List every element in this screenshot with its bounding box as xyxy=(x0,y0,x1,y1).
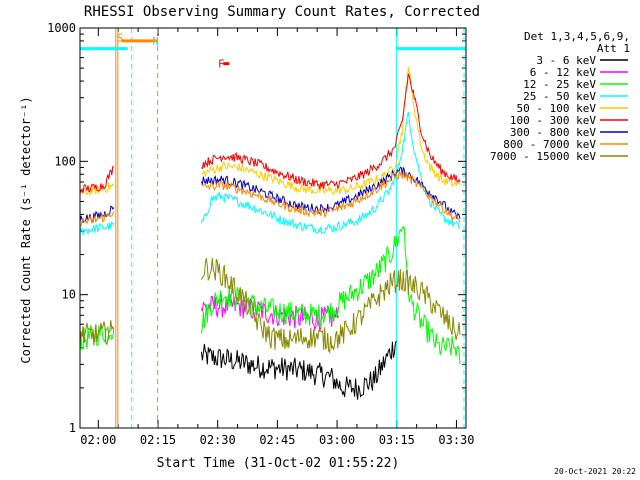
legend-header-line-2: Att 1 xyxy=(597,42,630,55)
legend-label: 50 - 100 keV xyxy=(517,102,597,115)
annotations: S N F xyxy=(116,31,224,70)
annotation-label: F xyxy=(218,58,225,71)
series-line xyxy=(200,293,340,333)
legend-label: 25 - 50 keV xyxy=(523,90,596,103)
legend-label: 7000 - 15000 keV xyxy=(490,150,596,163)
x-axis-label: Start Time (31-Oct-02 01:55:22) xyxy=(157,456,400,471)
legend-label: 100 - 300 keV xyxy=(510,114,596,127)
series-line xyxy=(200,258,461,354)
x-tick-label: 03:00 xyxy=(319,433,355,447)
chart-title: RHESSI Observing Summary Count Rates, Co… xyxy=(84,4,480,20)
x-tick-label: 03:30 xyxy=(438,433,474,447)
series-line xyxy=(200,225,461,365)
series-line xyxy=(79,324,115,353)
series-line xyxy=(201,171,461,223)
x-tick-label: 02:15 xyxy=(140,433,176,447)
x-tick-label: 02:00 xyxy=(80,433,116,447)
legend-label: 12 - 25 keV xyxy=(523,78,596,91)
annotation-label: N xyxy=(152,35,159,48)
series-line xyxy=(79,182,115,196)
series-line xyxy=(79,221,115,237)
annotation-label: S xyxy=(116,31,123,44)
series-line xyxy=(201,67,461,196)
series-line xyxy=(79,320,115,346)
legend-label: 800 - 7000 keV xyxy=(503,138,596,151)
axis-ticks: 02:00 02:15 02:30 02:45 03:00 03:15 03:30 1 10 10… xyxy=(47,21,474,447)
y-axis-label: Corrected Count Rate (s⁻¹ detector⁻¹) xyxy=(19,96,33,363)
legend-label: 300 - 800 keV xyxy=(510,126,596,139)
plot-frame xyxy=(79,27,467,429)
y-tick-label: 10 xyxy=(62,288,76,302)
y-tick-label: 1000 xyxy=(47,21,76,35)
series-lines xyxy=(79,67,461,400)
time-bars xyxy=(80,39,466,66)
x-tick-label: 02:45 xyxy=(259,433,295,447)
legend-label: 6 - 12 keV xyxy=(530,66,597,79)
y-tick-label: 1 xyxy=(69,421,76,435)
series-line xyxy=(200,111,461,235)
series-line xyxy=(201,73,461,190)
y-tick-label: 100 xyxy=(54,154,76,168)
x-tick-label: 03:15 xyxy=(379,433,415,447)
legend-header-line-1: Det 1,3,4,5,6,9, xyxy=(524,30,630,43)
series-line xyxy=(79,165,115,194)
legend-label: 3 - 6 keV xyxy=(536,54,596,67)
x-tick-label: 02:30 xyxy=(200,433,236,447)
series-line xyxy=(200,340,397,400)
footer-timestamp: 20-Oct-2021 20:22 xyxy=(554,467,636,476)
series-line xyxy=(79,211,115,227)
